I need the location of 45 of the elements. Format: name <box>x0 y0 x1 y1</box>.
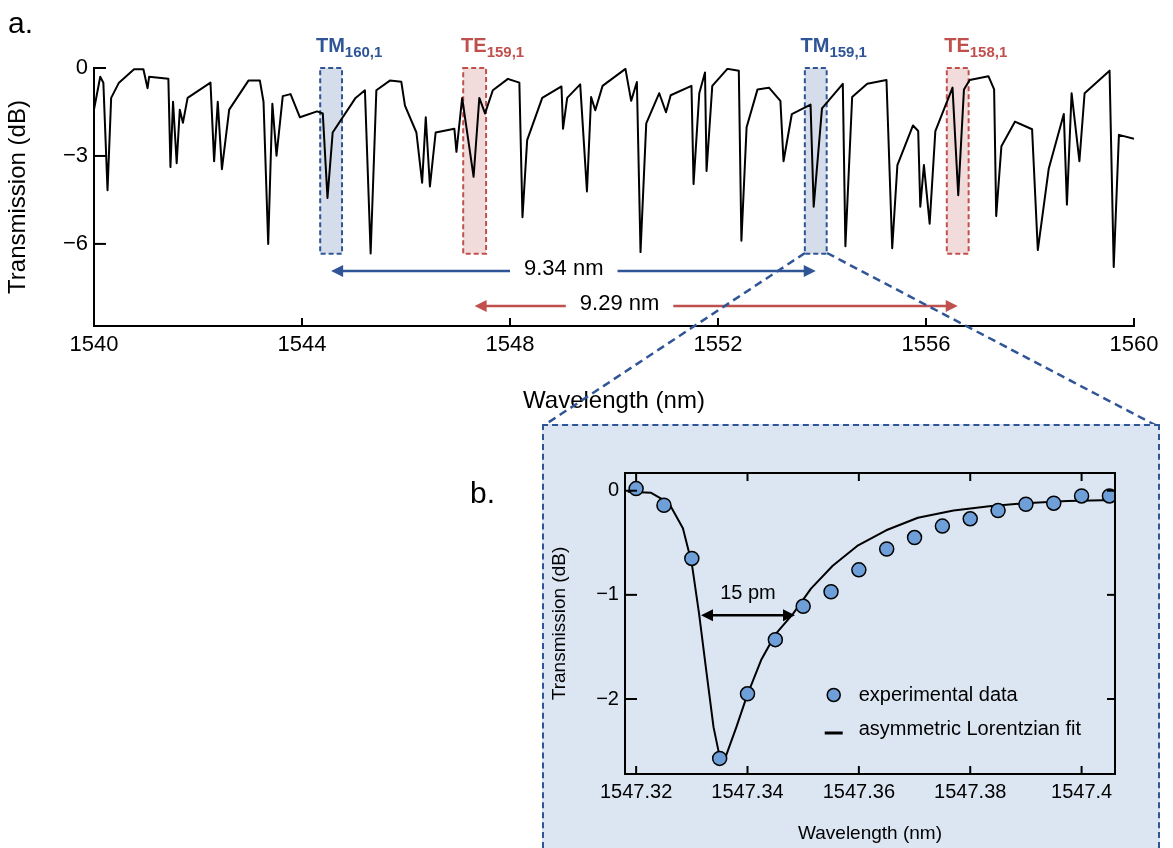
x-tick-label: 1547.36 <box>822 779 896 802</box>
point <box>906 529 923 546</box>
point <box>711 750 728 767</box>
point <box>656 497 672 514</box>
chart-title: b. <box>470 476 496 510</box>
legend-label: asymmetric Lorentzian fit <box>858 716 1082 739</box>
point <box>1073 488 1090 504</box>
point <box>684 550 700 567</box>
point <box>823 583 839 600</box>
x-tick-label: 1547.4 <box>1051 779 1113 802</box>
annotation: 9.29 nm <box>579 289 660 315</box>
x-axis-title: Wavelength (nm) <box>523 386 705 414</box>
x-tick-label: 1556 <box>901 331 951 357</box>
y-axis-title: Transmission (dB) <box>3 100 31 294</box>
point <box>628 480 644 497</box>
x-tick-label: 1540 <box>69 331 119 357</box>
x-tick-label: 1552 <box>693 331 743 357</box>
point <box>767 631 784 648</box>
point <box>795 598 811 615</box>
point <box>962 511 978 527</box>
x-tick-label: 1547.32 <box>599 779 673 802</box>
y-tick-label: −2 <box>596 686 619 709</box>
y-tick-label: −1 <box>596 582 619 605</box>
annotation: 9.34 nm <box>524 255 604 281</box>
point <box>1046 495 1062 511</box>
annotation: 15 pm <box>720 580 776 603</box>
point <box>990 502 1006 519</box>
y-tick-label: −3 <box>62 142 88 168</box>
y-tick-label: −6 <box>62 229 88 255</box>
x-axis-title: Wavelength (nm) <box>798 821 942 843</box>
x-tick-label: 1560 <box>1109 331 1159 357</box>
point <box>739 686 756 702</box>
point <box>934 518 951 534</box>
y-axis-title: Transmission (dB) <box>547 546 569 701</box>
point <box>878 541 895 557</box>
point <box>1018 496 1034 512</box>
point <box>851 562 867 578</box>
chart-title: a. <box>8 6 34 40</box>
legend-label: experimental data <box>858 682 1019 705</box>
x-tick-label: 1544 <box>277 331 327 357</box>
x-tick-label: 1547.38 <box>934 779 1007 802</box>
y-tick-label: 0 <box>607 478 619 501</box>
x-tick-label: 1547.34 <box>711 779 784 802</box>
y-tick-label: 0 <box>75 54 88 80</box>
x-tick-label: 1548 <box>485 331 535 357</box>
